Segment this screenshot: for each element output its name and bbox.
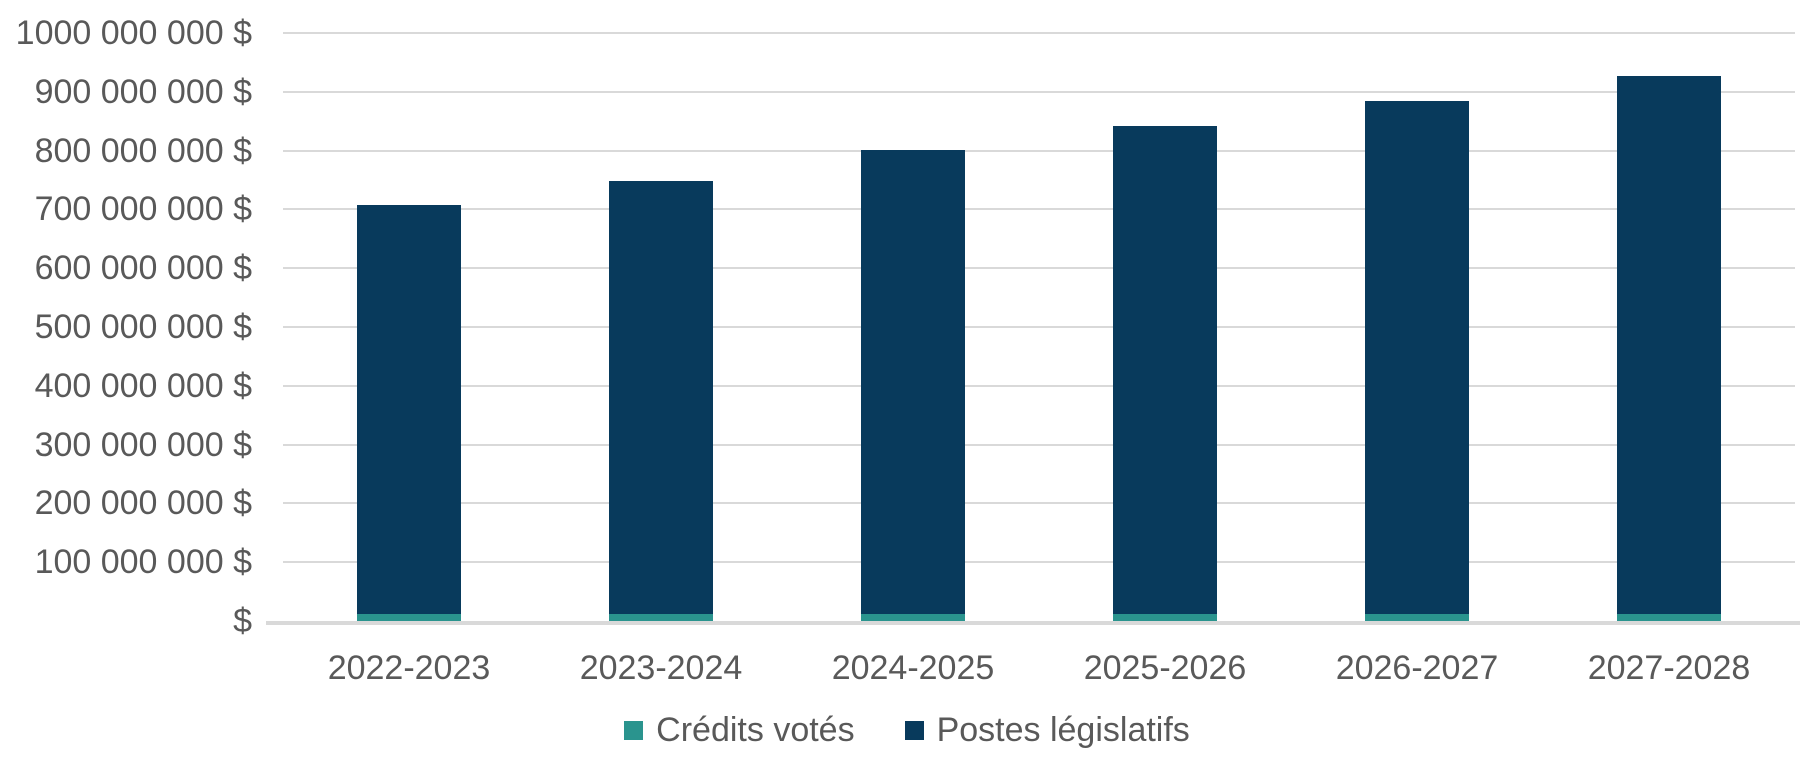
grid-line [283, 32, 1795, 34]
x-tick-label: 2022-2023 [327, 649, 491, 687]
legend-label: Crédits votés [656, 711, 855, 749]
bar-segment-credits-votes [357, 613, 461, 621]
bar-segment-postes-legislatifs [609, 180, 713, 614]
legend-item: Postes législatifs [904, 710, 1190, 750]
bar-segment-postes-legislatifs [1617, 75, 1721, 614]
bar-group [1617, 33, 1721, 621]
bar-group [1365, 33, 1469, 621]
y-tick-label: 100 000 000 $ [34, 543, 252, 582]
bar-segment-postes-legislatifs [357, 204, 461, 614]
y-tick-label: 900 000 000 $ [34, 72, 252, 111]
bar-segment-postes-legislatifs [861, 150, 965, 614]
legend-swatch-icon [904, 720, 924, 740]
grid-line [283, 149, 1795, 152]
grid-line [283, 90, 1795, 93]
grid-line [283, 267, 1795, 270]
bar-segment-credits-votes [609, 613, 713, 621]
y-tick-label: $ [233, 602, 252, 640]
y-tick-label: 800 000 000 $ [34, 131, 252, 170]
y-tick-label: 1000 000 000 $ [15, 14, 252, 52]
y-tick-label: 500 000 000 $ [34, 308, 252, 346]
legend-swatch-icon [624, 720, 644, 740]
legend: Crédits votés Postes législatifs [0, 710, 1814, 750]
bar-group [357, 33, 461, 621]
bar-segment-postes-legislatifs [1365, 100, 1469, 614]
x-tick-label: 2026-2027 [1335, 649, 1499, 687]
bar-group [1113, 33, 1217, 621]
y-tick-label: 300 000 000 $ [34, 425, 252, 464]
y-tick-label: 200 000 000 $ [34, 484, 252, 523]
grid-line [283, 443, 1795, 446]
grid-line [283, 208, 1795, 211]
bar-segment-postes-legislatifs [1113, 125, 1217, 614]
legend-item: Crédits votés [624, 710, 855, 750]
x-tick-label: 2024-2025 [831, 649, 995, 687]
x-tick-label: 2023-2024 [579, 649, 743, 687]
x-axis-line [266, 620, 1800, 625]
y-tick-label: 700 000 000 $ [34, 190, 252, 229]
y-tick-label: 600 000 000 $ [34, 249, 252, 288]
x-tick-label: 2025-2026 [1083, 649, 1247, 687]
legend-label: Postes législatifs [936, 711, 1190, 749]
y-tick-label: 400 000 000 $ [34, 366, 252, 405]
bar-segment-credits-votes [1365, 613, 1469, 621]
bar-group [609, 33, 713, 621]
bar-segment-credits-votes [1113, 613, 1217, 621]
grid-line [283, 502, 1795, 505]
grid-line [283, 384, 1795, 387]
x-tick-label: 2027-2028 [1587, 649, 1751, 687]
bar-segment-credits-votes [861, 613, 965, 621]
bar-group [861, 33, 965, 621]
grid-line [283, 561, 1795, 564]
grid-line [283, 326, 1795, 328]
bar-segment-credits-votes [1617, 613, 1721, 621]
